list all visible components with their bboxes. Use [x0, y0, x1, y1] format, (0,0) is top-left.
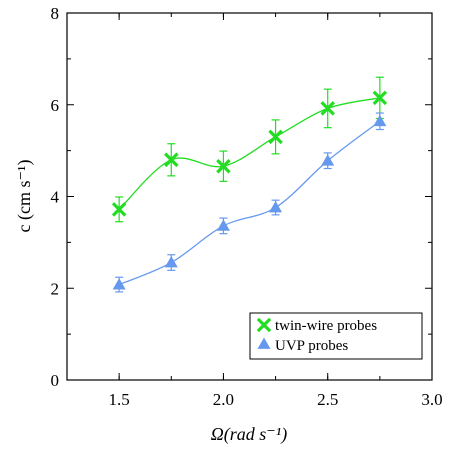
x-axis-title: Ω(rad s⁻¹): [211, 424, 287, 445]
data-point: [112, 278, 126, 290]
data-point: [164, 256, 178, 268]
y-tick-label: 0: [51, 371, 60, 390]
data-point: [268, 129, 283, 145]
legend-label-twin-wire: twin-wire probes: [275, 318, 377, 334]
y-tick-label: 8: [51, 4, 60, 23]
legend-triangle-marker: [257, 337, 271, 349]
data-point: [269, 201, 283, 213]
x-tick-label: 3.0: [421, 390, 442, 409]
data-point: [111, 202, 127, 217]
data-point: [216, 219, 230, 231]
x-tick-label: 1.5: [109, 390, 130, 409]
data-point: [373, 114, 387, 127]
x-tick-label: 2.0: [213, 390, 234, 409]
data-point: [164, 152, 179, 168]
y-tick-labels: 0 2 4 6 8: [51, 4, 60, 390]
y-tick-label: 4: [51, 188, 60, 207]
series-twin-wire: [111, 76, 388, 223]
x-tick-label: 2.5: [317, 390, 338, 409]
data-point: [216, 158, 231, 174]
legend-box: [249, 312, 423, 360]
x-tick-labels: 1.5 2.0 2.5 3.0: [109, 390, 443, 409]
legend-marker-twin-wire: [256, 317, 272, 333]
y-tick-label: 6: [51, 96, 60, 115]
legend-marker-uvp: [257, 337, 271, 349]
y-tick-label: 2: [51, 279, 60, 298]
data-point: [321, 154, 335, 166]
series-layer: [111, 76, 388, 293]
y-axis-title: c (cm s⁻¹): [14, 160, 35, 233]
legend-label-uvp: UVP probes: [275, 338, 348, 354]
legend-cross-marker: [256, 317, 272, 333]
data-point: [372, 90, 388, 106]
legend: twin-wire probes UVP probes: [249, 312, 423, 360]
data-point: [320, 101, 335, 116]
series-line: [118, 120, 381, 286]
series-line: [118, 97, 380, 210]
ticks: [66, 12, 433, 381]
series-uvp: [112, 112, 387, 293]
